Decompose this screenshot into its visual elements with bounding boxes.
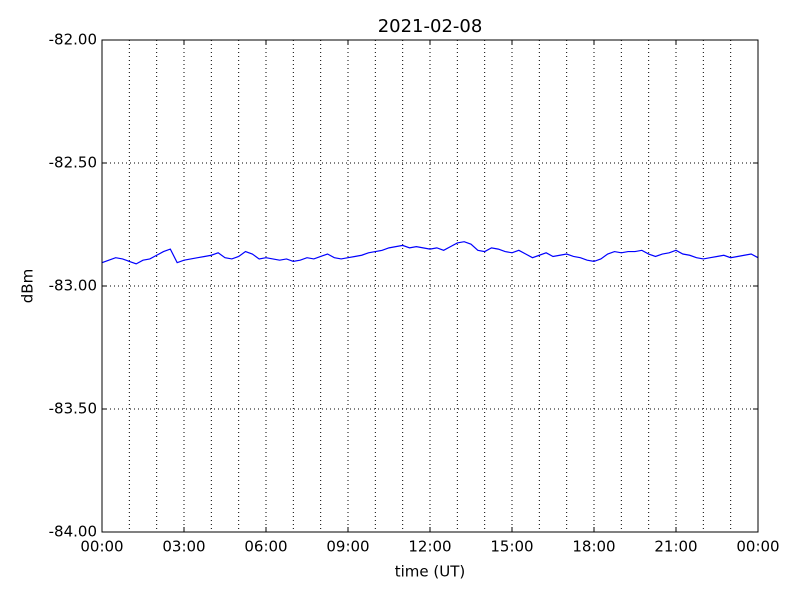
x-tick-label: 00:00 — [736, 538, 779, 556]
chart-title: 2021-02-08 — [378, 16, 483, 37]
y-tick-label: -82.50 — [49, 154, 97, 172]
x-tick-label: 06:00 — [244, 538, 287, 556]
x-axis-label: time (UT) — [395, 563, 466, 581]
x-tick-label: 09:00 — [326, 538, 369, 556]
y-tick-label: -84.00 — [49, 523, 97, 541]
x-tick-label: 18:00 — [572, 538, 615, 556]
x-tick-label: 00:00 — [80, 538, 123, 556]
x-tick-label: 21:00 — [654, 538, 697, 556]
y-axis-label: dBm — [19, 269, 37, 303]
x-tick-label: 12:00 — [408, 538, 451, 556]
y-tick-label: -83.50 — [49, 400, 97, 418]
data-line — [101, 241, 759, 265]
x-tick-label: 03:00 — [162, 538, 205, 556]
y-tick-label: -82.00 — [49, 31, 97, 49]
x-tick-label: 15:00 — [490, 538, 533, 556]
y-tick-label: -83.00 — [49, 277, 97, 295]
plot-frame — [101, 39, 759, 533]
